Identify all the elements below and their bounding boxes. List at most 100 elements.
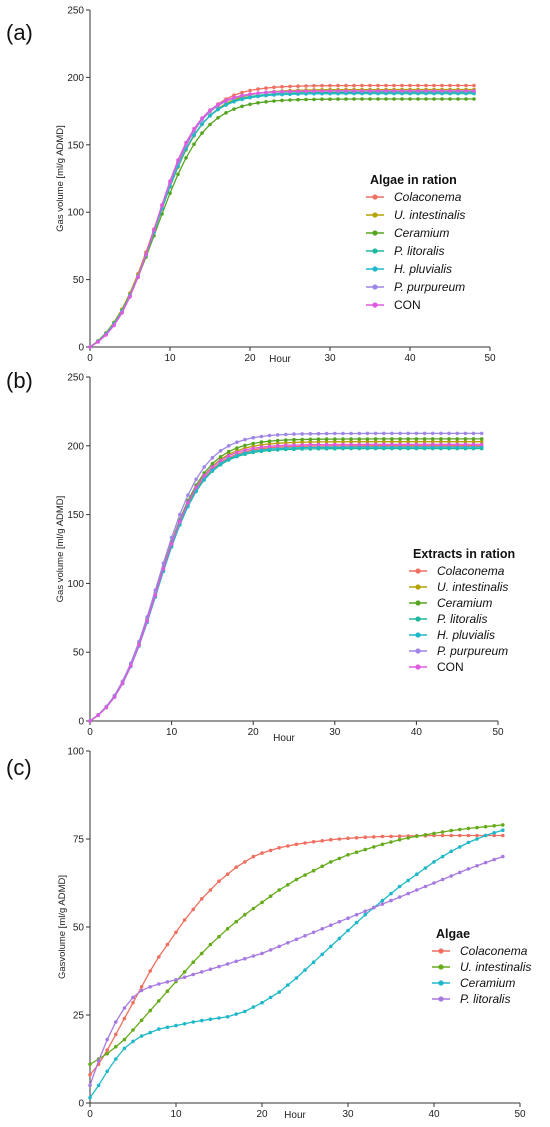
legend-entry: H. pluvialis	[394, 262, 452, 276]
data-point	[259, 434, 264, 439]
y-tick-label: 50	[73, 648, 85, 659]
data-point	[416, 97, 420, 101]
y-tick-label: 150	[67, 510, 84, 521]
data-point	[264, 86, 268, 90]
data-point	[243, 448, 247, 452]
data-point	[414, 437, 419, 441]
x-tick-label: 20	[244, 353, 256, 364]
data-point	[492, 831, 497, 835]
y-tick-label: 0	[78, 717, 84, 728]
data-point	[447, 431, 451, 436]
y-tick-label: 100	[67, 747, 84, 758]
data-point	[216, 102, 220, 107]
data-point	[432, 881, 436, 885]
data-point	[191, 972, 195, 977]
data-point	[447, 445, 451, 450]
data-point	[329, 837, 333, 842]
data-point	[422, 442, 427, 447]
data-point	[422, 431, 427, 436]
data-point	[414, 442, 419, 447]
data-point	[329, 944, 333, 949]
x-axis-label: Hour	[269, 354, 291, 365]
legend-title: Algae	[436, 927, 470, 941]
data-point	[235, 450, 239, 455]
data-point	[346, 836, 350, 841]
data-point	[240, 90, 244, 95]
data-point	[200, 1018, 204, 1023]
data-point	[398, 445, 402, 450]
data-point	[208, 967, 213, 971]
data-point	[260, 951, 264, 956]
data-point	[264, 100, 268, 104]
data-point	[456, 97, 460, 101]
legend-entry: Colaconema	[460, 944, 528, 958]
data-point	[208, 108, 212, 112]
data-point	[368, 83, 372, 88]
data-point	[472, 89, 476, 93]
data-point	[268, 948, 273, 952]
data-point	[363, 847, 368, 852]
data-point	[363, 912, 368, 917]
data-point	[368, 97, 372, 101]
data-point	[292, 437, 296, 442]
data-point	[464, 89, 468, 93]
data-point	[392, 89, 396, 93]
data-point	[165, 980, 170, 984]
data-point	[114, 1044, 118, 1049]
data-point	[268, 995, 273, 1000]
data-point	[423, 884, 428, 889]
data-point	[479, 439, 484, 444]
data-point	[131, 1039, 135, 1044]
data-point	[406, 891, 411, 896]
data-point	[243, 912, 247, 917]
x-tick-label: 40	[428, 1109, 440, 1120]
data-point	[365, 439, 370, 444]
data-point	[148, 969, 152, 973]
data-point	[439, 442, 443, 447]
data-point	[286, 883, 290, 887]
data-point	[430, 431, 435, 436]
data-point	[382, 439, 386, 444]
data-point	[372, 845, 376, 849]
data-point	[346, 928, 350, 933]
data-point	[320, 91, 324, 96]
data-point	[456, 89, 460, 93]
legend-swatch-dot	[372, 194, 378, 200]
data-point	[354, 912, 359, 917]
data-point	[471, 437, 476, 441]
x-tick-label: 50	[492, 727, 504, 738]
y-tick-label: 0	[78, 343, 84, 354]
data-point	[139, 1034, 144, 1038]
data-point	[226, 457, 231, 461]
data-point	[432, 97, 436, 101]
y-tick-label: 150	[67, 140, 84, 151]
data-point	[463, 431, 468, 436]
y-tick-label: 75	[73, 835, 85, 846]
data-point	[216, 107, 220, 112]
series-line	[89, 824, 503, 1065]
data-point	[210, 465, 215, 469]
data-point	[248, 102, 252, 107]
data-point	[463, 445, 468, 450]
data-point	[463, 442, 468, 447]
legend-entry: P. litoralis	[437, 612, 487, 626]
legend-swatch-dot	[438, 948, 444, 954]
data-point	[268, 848, 273, 853]
data-point	[292, 446, 296, 450]
legend-swatch-dot	[372, 248, 378, 254]
data-point	[88, 1083, 92, 1088]
data-point	[408, 97, 412, 101]
data-point	[224, 103, 228, 107]
legend-entry: H. pluvialis	[437, 628, 495, 642]
data-point	[389, 891, 393, 896]
data-point	[157, 982, 161, 986]
data-point	[191, 1020, 195, 1024]
data-point	[169, 541, 174, 546]
data-point	[234, 919, 238, 924]
data-point	[360, 91, 364, 96]
data-point	[449, 833, 454, 838]
data-point	[312, 97, 316, 102]
data-point	[248, 92, 252, 96]
data-point	[194, 477, 198, 482]
